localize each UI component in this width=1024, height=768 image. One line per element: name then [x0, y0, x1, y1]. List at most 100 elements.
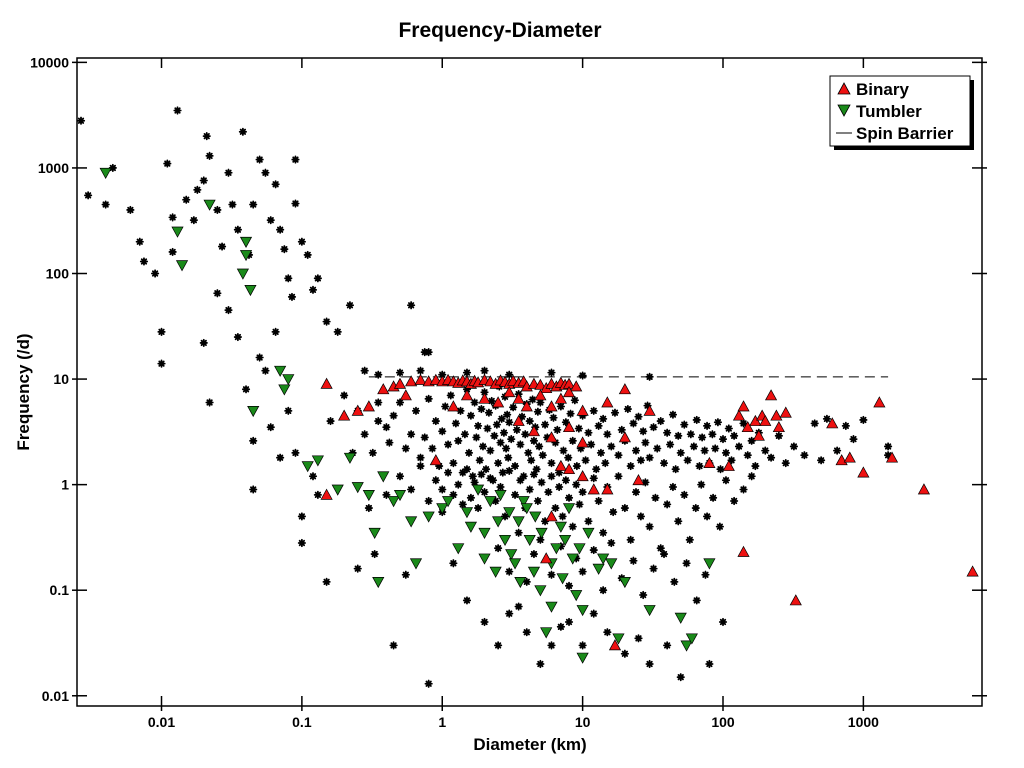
- asteroid-point: [462, 368, 472, 377]
- asteroid-point: [535, 442, 544, 451]
- asteroid-point: [276, 225, 285, 234]
- asteroid-point: [528, 395, 537, 404]
- asteroid-point: [800, 451, 809, 460]
- binary-point: [737, 545, 750, 557]
- asteroid-point: [168, 213, 177, 222]
- x-tick-label: 1000: [848, 714, 879, 730]
- asteroid-point: [407, 430, 416, 439]
- asteroid-point: [599, 528, 608, 537]
- tumbler-point: [377, 471, 390, 483]
- asteroid-point: [540, 517, 550, 526]
- asteroid-point: [297, 512, 306, 521]
- asteroid-point: [609, 507, 618, 517]
- asteroid-point: [594, 421, 603, 431]
- tumbler-point: [612, 633, 625, 645]
- tumbler-point: [452, 543, 465, 555]
- asteroid-point: [525, 416, 534, 426]
- asteroid-point: [374, 370, 383, 379]
- asteroid-point: [416, 461, 425, 471]
- tumbler-point: [331, 484, 344, 496]
- tumbler-point: [576, 652, 589, 664]
- binary-point: [608, 639, 622, 651]
- binary-point: [643, 404, 656, 416]
- asteroid-point: [631, 446, 641, 455]
- asteroid-point: [249, 200, 258, 209]
- asteroid-point: [724, 424, 733, 433]
- x-tick-label: 0.1: [292, 714, 312, 730]
- asteroid-point: [574, 424, 583, 433]
- asteroid-point: [670, 577, 679, 586]
- asteroid-point: [472, 433, 481, 442]
- asteroid-point: [564, 581, 574, 590]
- binary-point: [764, 389, 778, 401]
- binary-point: [429, 454, 442, 466]
- asteroid-point: [374, 398, 383, 407]
- asteroid-point: [451, 419, 460, 428]
- asteroid-point: [708, 430, 717, 439]
- asteroid-point: [676, 673, 685, 682]
- asteroid-point: [189, 216, 198, 225]
- asteroid-point: [674, 431, 683, 440]
- asteroid-point: [556, 622, 565, 631]
- asteroid-point: [202, 132, 211, 141]
- binary-point: [351, 404, 364, 416]
- asteroid-point: [553, 425, 562, 434]
- legend-entry-tumbler: Tumbler: [837, 102, 922, 121]
- asteroid-point: [620, 649, 629, 658]
- asteroid-point: [287, 292, 297, 302]
- tumbler-point: [529, 511, 542, 523]
- asteroid-point: [587, 440, 596, 449]
- asteroid-point: [636, 456, 645, 465]
- asteroid-point: [168, 247, 177, 257]
- asteroid-point: [458, 468, 467, 477]
- asteroid-point: [761, 446, 770, 455]
- asteroid-point: [276, 453, 285, 462]
- asteroid-point: [532, 465, 541, 474]
- asteroid-point: [389, 641, 398, 650]
- tumbler-point: [203, 199, 216, 211]
- asteroid-point: [883, 442, 893, 451]
- asteroid-point: [556, 402, 565, 411]
- tumbler-point: [570, 590, 583, 602]
- binary-point: [741, 420, 754, 433]
- asteroid-point: [502, 444, 511, 453]
- tumbler-point: [239, 236, 253, 248]
- tumbler-point: [514, 576, 527, 589]
- asteroid-point: [584, 517, 593, 526]
- tumbler-point: [508, 558, 522, 570]
- asteroid-point: [475, 456, 484, 465]
- binary-point: [917, 483, 931, 495]
- asteroid-point: [556, 542, 565, 551]
- asteroid-point: [689, 442, 698, 451]
- asteroid-point: [603, 628, 612, 637]
- asteroid-point: [477, 470, 486, 479]
- asteroid-point: [496, 482, 505, 492]
- tumbler-point: [484, 496, 497, 508]
- asteroid-point: [810, 419, 819, 428]
- asteroid-point: [84, 191, 93, 200]
- asteroid-point: [540, 420, 550, 429]
- asteroid-point: [291, 448, 300, 457]
- asteroid-point: [291, 199, 300, 208]
- asteroid-point: [480, 388, 489, 397]
- asteroid-point: [645, 372, 654, 381]
- tumbler-point: [562, 503, 576, 515]
- asteroid-point: [572, 461, 581, 471]
- asteroid-point: [578, 641, 587, 650]
- asteroid-point: [297, 237, 306, 246]
- y-tick-label: 1: [61, 477, 69, 493]
- asteroid-point: [280, 245, 289, 254]
- asteroid-point: [370, 549, 379, 559]
- asteroid-point: [691, 503, 700, 513]
- tumbler-point: [512, 516, 525, 528]
- asteroid-point: [224, 306, 233, 315]
- asteroid-point: [446, 391, 455, 400]
- binary-point: [545, 400, 558, 412]
- asteroid-point: [781, 458, 790, 468]
- asteroid-point: [480, 617, 489, 627]
- asteroid-point: [697, 480, 706, 489]
- asteroid-point: [443, 440, 453, 449]
- asteroid-point: [527, 456, 536, 465]
- asteroid-point: [458, 500, 467, 509]
- binary-point: [885, 451, 899, 463]
